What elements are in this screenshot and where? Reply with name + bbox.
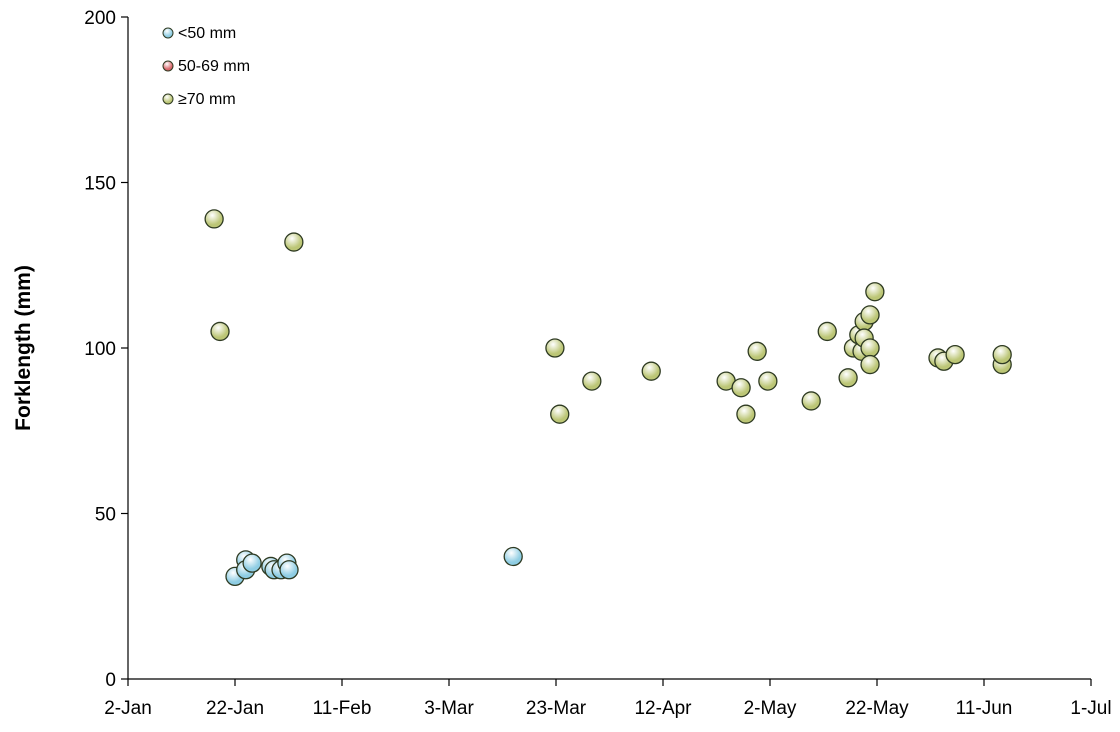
legend-marker bbox=[162, 27, 174, 39]
point bbox=[801, 391, 821, 411]
point bbox=[242, 553, 262, 573]
point bbox=[204, 209, 224, 229]
point bbox=[736, 404, 756, 424]
x-tick-label: 12-Apr bbox=[634, 698, 692, 719]
y-tick-label: 150 bbox=[84, 174, 116, 195]
y-axis-label: Forklength (mm) bbox=[12, 265, 35, 431]
legend-label: ≥70 mm bbox=[178, 91, 236, 108]
legend-label: 50-69 mm bbox=[178, 58, 250, 75]
x-tick-label: 1-Jul bbox=[1070, 698, 1111, 719]
point bbox=[210, 321, 230, 342]
y-tick-label: 100 bbox=[84, 339, 116, 360]
y-tick-label: 50 bbox=[95, 505, 116, 526]
point bbox=[731, 378, 751, 398]
point bbox=[865, 282, 885, 302]
legend-marker bbox=[162, 60, 174, 72]
point bbox=[945, 344, 965, 365]
point bbox=[860, 338, 880, 358]
point bbox=[747, 341, 767, 361]
point bbox=[992, 344, 1012, 365]
point bbox=[279, 560, 299, 580]
point bbox=[817, 321, 837, 342]
point bbox=[284, 232, 304, 252]
point bbox=[860, 305, 880, 325]
point bbox=[641, 361, 661, 381]
x-tick-label: 3-Mar bbox=[424, 698, 474, 719]
y-tick-label: 0 bbox=[105, 670, 116, 691]
point bbox=[838, 368, 858, 388]
point bbox=[545, 338, 565, 358]
x-tick-label: 11-Jun bbox=[956, 698, 1013, 719]
point bbox=[860, 354, 880, 375]
point bbox=[582, 371, 602, 391]
point bbox=[503, 546, 523, 567]
legend-label: <50 mm bbox=[178, 25, 236, 42]
x-tick-label: 23-Mar bbox=[526, 698, 587, 719]
x-tick-label: 22-Jan bbox=[206, 698, 264, 719]
point bbox=[550, 404, 570, 424]
x-tick-label: 2-Jan bbox=[104, 698, 152, 719]
x-tick-label: 22-May bbox=[845, 698, 909, 719]
x-tick-label: 11-Feb bbox=[313, 698, 372, 719]
x-tick-label: 2-May bbox=[744, 698, 797, 719]
point bbox=[758, 371, 778, 391]
legend-marker bbox=[162, 93, 174, 105]
y-tick-label: 200 bbox=[84, 8, 116, 29]
